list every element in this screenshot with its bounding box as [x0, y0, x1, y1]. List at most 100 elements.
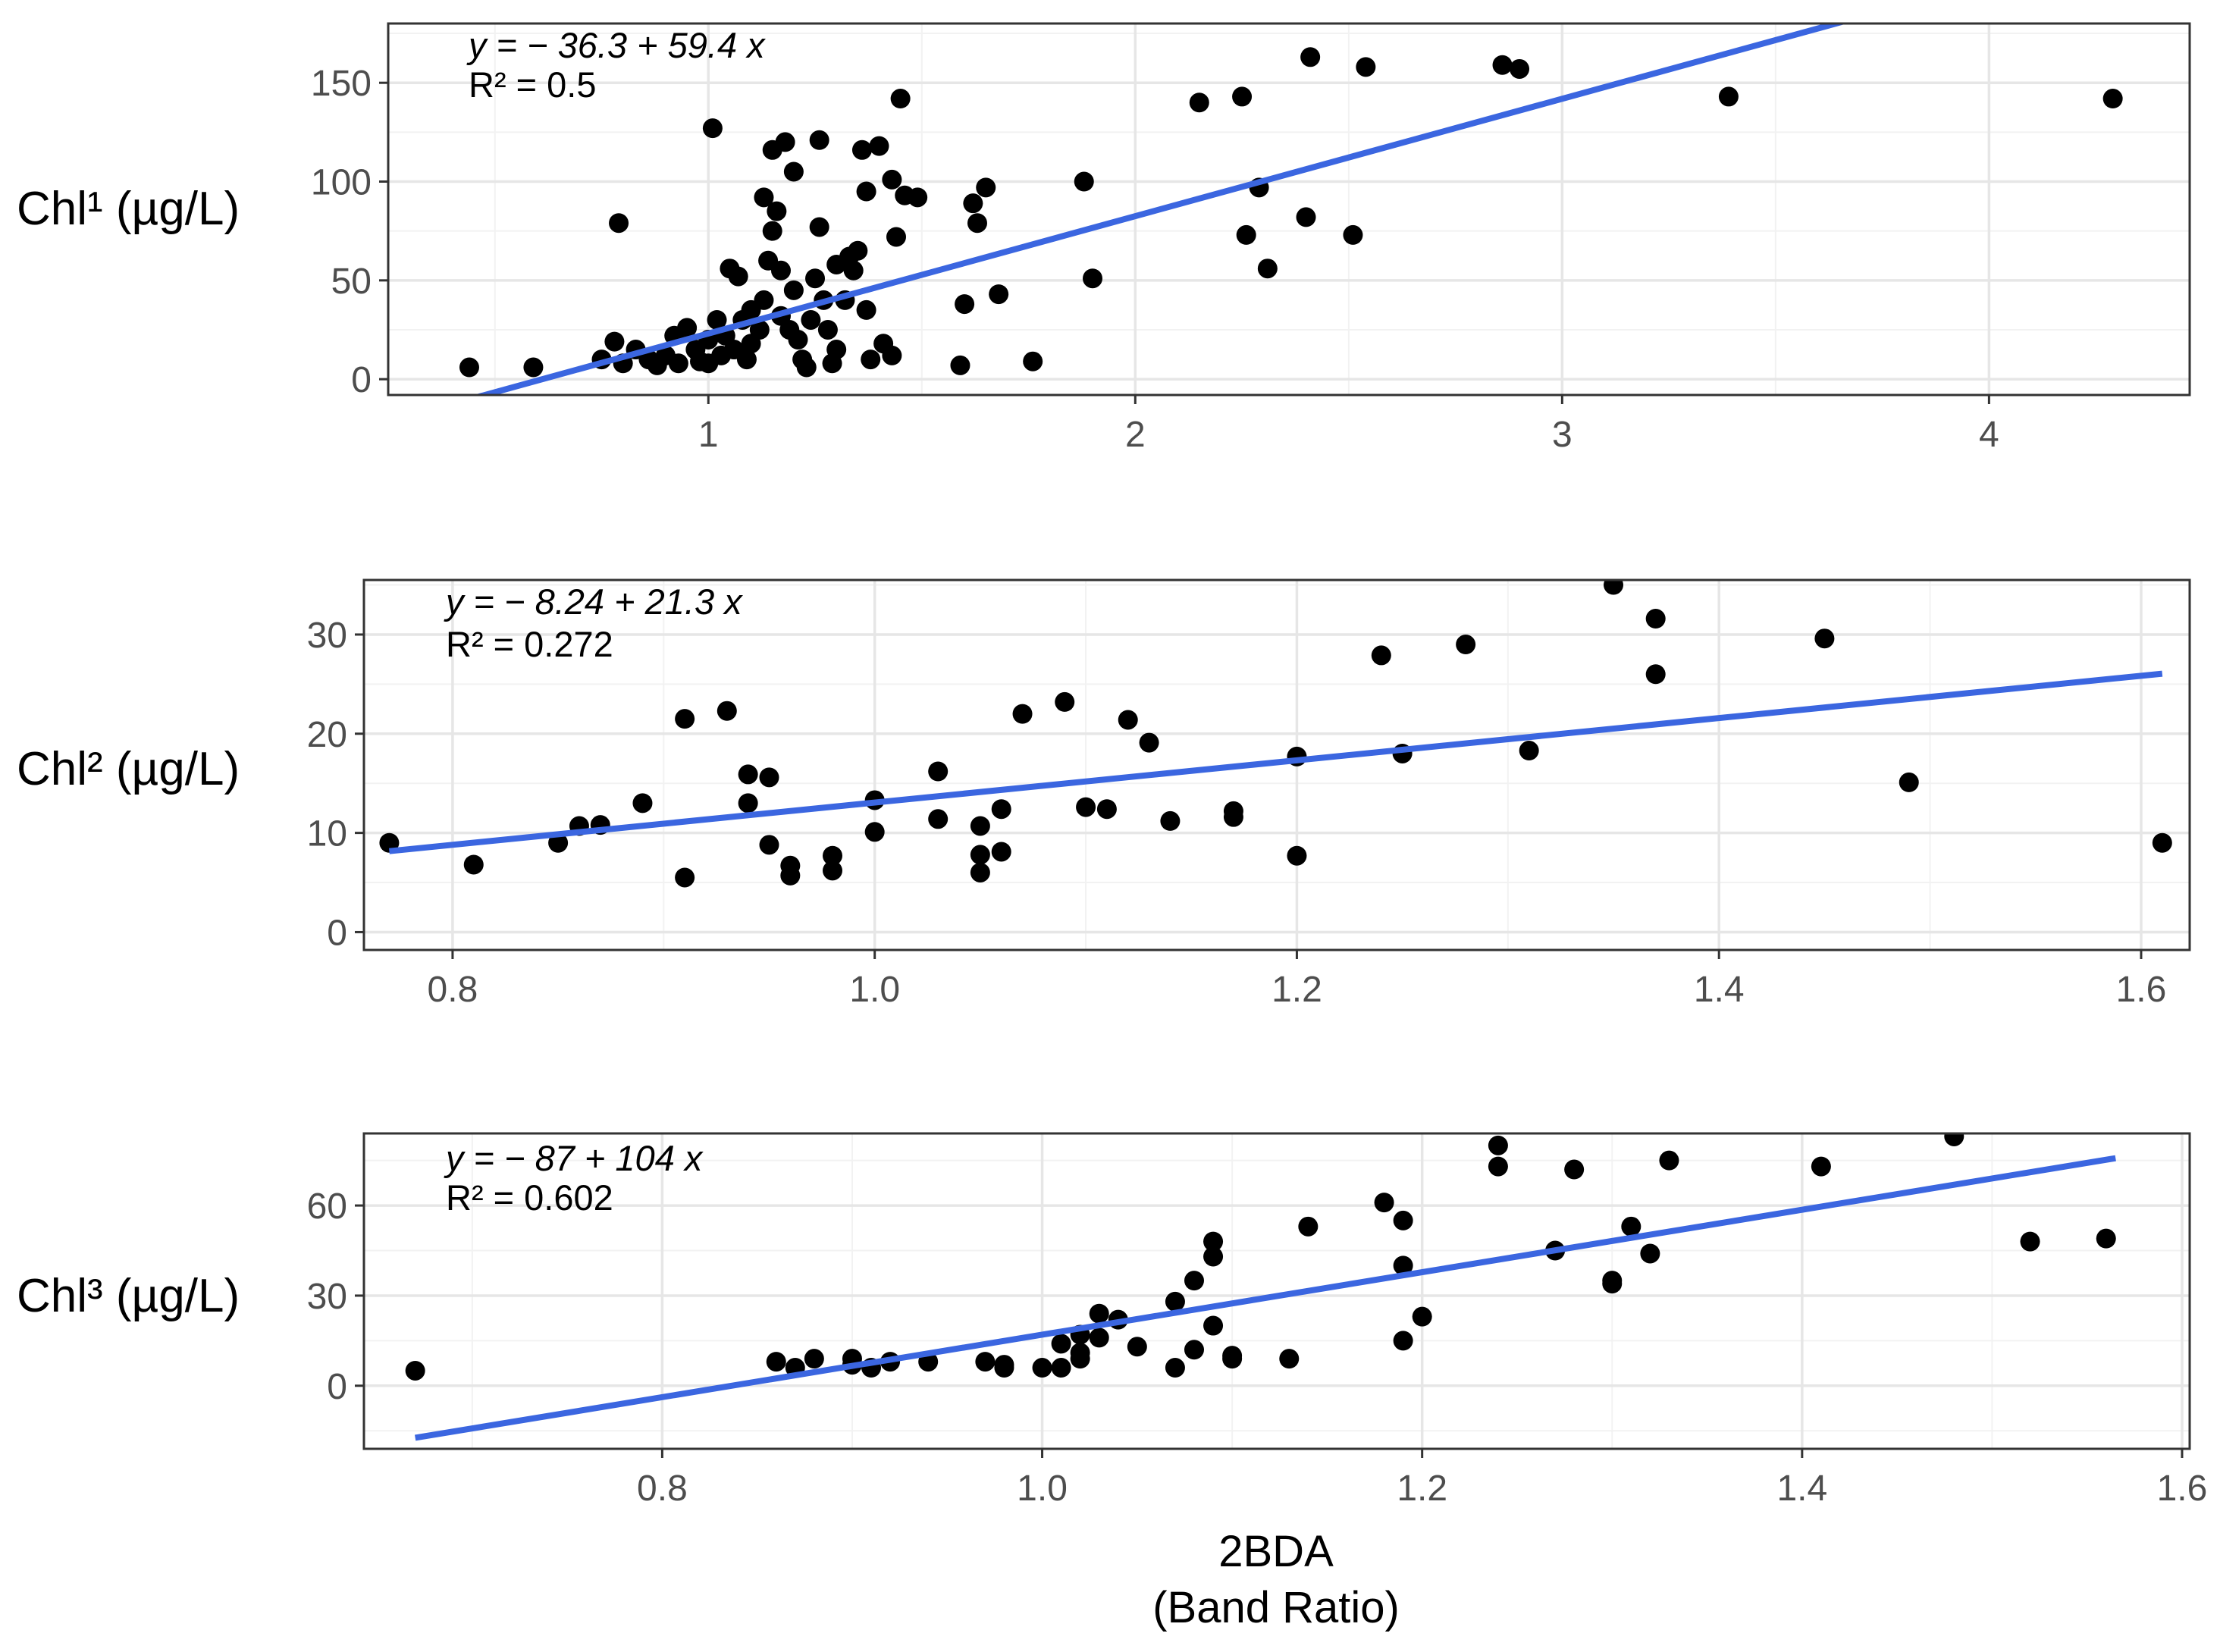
data-point	[1203, 1315, 1224, 1336]
data-point	[970, 862, 990, 882]
data-point	[963, 193, 983, 214]
x-tick-label: 2	[1125, 415, 1146, 455]
data-point	[702, 118, 723, 139]
data-point	[775, 132, 795, 152]
x-tick-label: 1.4	[1694, 970, 1745, 1010]
data-point	[1814, 629, 1835, 649]
data-point	[1236, 224, 1256, 245]
data-point	[1089, 1303, 1109, 1324]
data-point	[767, 201, 787, 221]
data-point	[677, 318, 698, 338]
data-point	[754, 290, 774, 310]
y-tick-label: 30	[307, 616, 347, 656]
y-tick-label: 10	[307, 814, 347, 854]
data-point	[1223, 807, 1243, 827]
data-point	[463, 854, 484, 875]
data-point	[882, 169, 902, 190]
data-point	[2152, 832, 2172, 853]
data-point	[1074, 171, 1094, 192]
r-squared-label: R² = 0.602	[446, 1177, 613, 1218]
plot-background	[388, 24, 2190, 395]
data-point	[989, 284, 1009, 305]
data-point	[1160, 810, 1181, 831]
y-tick-label: 50	[331, 262, 372, 302]
data-point	[728, 266, 748, 287]
data-point	[823, 845, 843, 866]
data-point	[1127, 1337, 1147, 1357]
data-point	[864, 822, 885, 842]
data-point	[1287, 845, 1307, 866]
data-point	[856, 181, 876, 202]
data-point	[1189, 92, 1209, 113]
data-point	[886, 227, 907, 247]
data-point	[1944, 1133, 1964, 1146]
data-point	[1356, 57, 1376, 77]
data-point	[1300, 47, 1321, 67]
data-point	[1343, 224, 1363, 245]
data-point	[1165, 1358, 1185, 1378]
data-point	[1032, 1358, 1052, 1378]
data-point	[975, 1352, 996, 1372]
data-layer	[459, 24, 2123, 395]
x-tick-label: 1.6	[2157, 1469, 2208, 1509]
data-point	[796, 357, 817, 378]
x-tick-label: 1.0	[1017, 1469, 1068, 1509]
data-point	[1899, 772, 1919, 792]
y-tick-label: 20	[307, 715, 347, 755]
data-point	[843, 260, 864, 281]
data-point	[1070, 1349, 1090, 1369]
data-point	[1519, 741, 1539, 761]
data-point	[783, 161, 804, 182]
r-squared-label: R² = 0.272	[446, 624, 613, 664]
data-point	[928, 761, 949, 782]
data-point	[1564, 1159, 1585, 1180]
data-point	[780, 865, 801, 886]
y-tick-label: 0	[327, 1367, 347, 1407]
chart-panel-chl3: 0.8 1.0 1.2 1.4 1.6 0 30 60 Chl³ (µg/L) y = − 87 …	[17, 1132, 2208, 1509]
data-layer	[379, 580, 2172, 888]
data-point	[1139, 732, 1159, 753]
data-point	[851, 139, 872, 160]
x-tick-label: 0.8	[637, 1469, 688, 1509]
x-axis-title-line1: 2BDA	[1218, 1527, 1334, 1576]
data-point	[736, 350, 757, 370]
x-tick-label: 1.2	[1397, 1469, 1447, 1509]
data-point	[749, 319, 770, 340]
x-tick-label: 1.4	[1776, 1469, 1827, 1509]
data-point	[991, 799, 1011, 820]
data-point	[1279, 1349, 1300, 1369]
data-point	[809, 130, 829, 150]
data-point	[950, 355, 970, 375]
y-axis-title: Chl³ (µg/L)	[17, 1270, 240, 1322]
data-point	[2102, 89, 2123, 109]
data-point	[1456, 635, 1476, 655]
data-point	[1298, 1216, 1319, 1237]
fit-equation-label: y = − 36.3 + 59.4 x	[466, 25, 766, 65]
data-point	[1492, 55, 1513, 75]
x-tick-label: 1	[698, 415, 719, 455]
data-point	[1165, 1291, 1185, 1312]
chart-panel-chl2: 0.8 1.0 1.2 1.4 1.6 0 10 20 30 Chl² (µg/L) y = − 8…	[17, 578, 2191, 1010]
y-tick-label: 30	[307, 1277, 347, 1317]
chart-panel-chl1: 1 2 3 4 0 50 100 150 Chl¹ (µg/L) y = − 36.3 + 59.…	[17, 22, 2191, 455]
data-point	[1659, 1150, 1679, 1171]
data-point	[1488, 1135, 1508, 1155]
data-point	[928, 809, 949, 829]
data-layer	[405, 1133, 2116, 1441]
data-point	[1602, 1271, 1623, 1291]
data-point	[805, 268, 826, 289]
data-point	[801, 309, 821, 330]
fit-equation-label: y = − 8.24 + 21.3 x	[444, 581, 743, 622]
x-tick-label: 0.8	[428, 970, 478, 1010]
fit-equation-label: y = − 87 + 104 x	[444, 1138, 704, 1178]
data-point	[405, 1360, 425, 1381]
data-point	[823, 860, 843, 881]
panel-border	[362, 1132, 2191, 1450]
data-point	[804, 1349, 824, 1369]
data-point	[770, 260, 791, 281]
data-point	[826, 340, 847, 360]
data-point	[675, 867, 695, 888]
data-point	[970, 845, 990, 865]
data-point	[1488, 1156, 1508, 1177]
